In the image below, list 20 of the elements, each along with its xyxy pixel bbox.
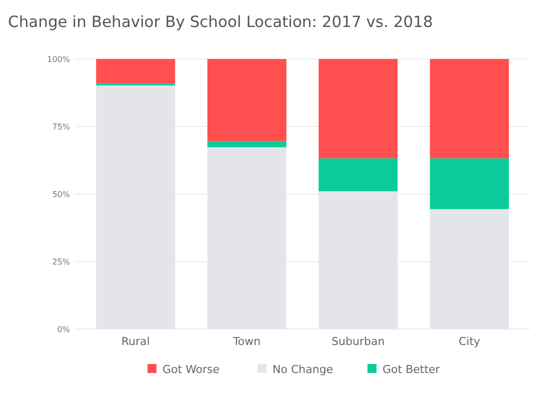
- chart-title: Change in Behavior By School Location: 2017 vs. 2018: [8, 13, 433, 31]
- bar: [318, 59, 398, 158]
- y-tick-label: 50%: [52, 190, 70, 199]
- bar: [96, 59, 176, 84]
- legend-label: Got Better: [382, 362, 440, 376]
- x-tick-label: City: [458, 335, 481, 348]
- y-tick-label: 0%: [57, 324, 70, 334]
- bar: [318, 158, 398, 192]
- bar: [430, 158, 509, 210]
- bar: [430, 59, 509, 158]
- legend-label: Got Worse: [162, 362, 220, 376]
- x-tick-label: Rural: [121, 335, 150, 348]
- bar: [207, 141, 286, 148]
- bar: [207, 59, 286, 142]
- x-tick-label: Suburban: [332, 335, 385, 348]
- y-tick-label: 25%: [52, 257, 70, 266]
- legend-label: No Change: [272, 362, 334, 376]
- y-tick-label: 100%: [47, 54, 70, 64]
- y-tick-label: 75%: [52, 122, 70, 132]
- x-tick-label: Town: [232, 335, 261, 348]
